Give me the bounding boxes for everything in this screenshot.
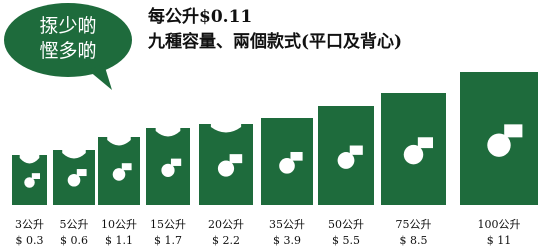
price-label: $ 3.9 [273,234,301,247]
price-label: $ 8.5 [400,234,428,247]
speech-bubble: 揼少啲 慳多啲 [4,3,132,90]
price-label: $ 1.7 [154,234,182,247]
size-label: 35公升 [269,218,305,231]
subtitle: 九種容量、兩個款式(平口及背心) [147,31,402,52]
size-label: 3公升 [15,218,44,231]
bag-tag [122,163,132,170]
price-label: $ 5.5 [332,234,360,247]
bag-tag [171,159,181,166]
poster: 揼少啲 慳多啲 每公升$0.11 九種容量、兩個款式(平口及背心) 3公升 $ 0… [0,0,542,252]
bag-tag [350,146,363,155]
bag-row: 3公升 $ 0.3 5公升 $ 0.6 10公升 $ 1.1 15公升 $ 1.7 20公升 $ … [12,72,538,247]
size-label: 5公升 [60,218,89,231]
size-label: 15公升 [150,218,186,231]
size-label: 50公升 [328,218,364,231]
price-headline: 每公升$0.11 [148,6,252,27]
price-label: $ 11 [487,234,512,247]
bubble-line: 揼少啲 [39,15,96,37]
price-label: $ 0.3 [16,234,44,247]
bag-tag [77,169,87,176]
bag-tag [504,124,522,137]
bag-tag [290,152,302,161]
bubble-line: 慳多啲 [39,40,96,62]
size-label: 75公升 [396,218,432,231]
bag-tag [32,173,40,179]
price-label: $ 2.2 [212,234,240,247]
price-label: $ 0.6 [60,234,88,247]
price-label: $ 1.1 [105,234,133,247]
bag-tag [230,154,243,163]
size-label: 20公升 [208,218,244,231]
size-label: 100公升 [478,218,521,231]
bag-tag [418,137,433,148]
size-label: 10公升 [101,218,137,231]
